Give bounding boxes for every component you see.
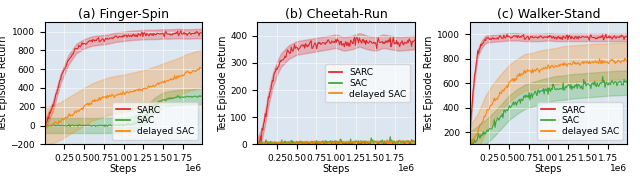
Title: (b) Cheetah-Run: (b) Cheetah-Run — [285, 8, 387, 21]
Y-axis label: Test Episode Return: Test Episode Return — [0, 35, 8, 132]
X-axis label: Steps: Steps — [323, 164, 349, 174]
Text: 1e6: 1e6 — [397, 164, 415, 173]
Text: 1e6: 1e6 — [610, 164, 627, 173]
Y-axis label: Test Episode Return: Test Episode Return — [218, 35, 228, 132]
X-axis label: Steps: Steps — [535, 164, 562, 174]
Legend: SARC, SAC, delayed SAC: SARC, SAC, delayed SAC — [325, 64, 410, 102]
Text: 1e6: 1e6 — [185, 164, 202, 173]
Legend: SARC, SAC, delayed SAC: SARC, SAC, delayed SAC — [113, 102, 198, 140]
Title: (c) Walker-Stand: (c) Walker-Stand — [497, 8, 600, 21]
Title: (a) Finger-Spin: (a) Finger-Spin — [78, 8, 169, 21]
Y-axis label: Test Episode Return: Test Episode Return — [424, 35, 435, 132]
X-axis label: Steps: Steps — [110, 164, 137, 174]
Legend: SARC, SAC, delayed SAC: SARC, SAC, delayed SAC — [538, 102, 623, 140]
